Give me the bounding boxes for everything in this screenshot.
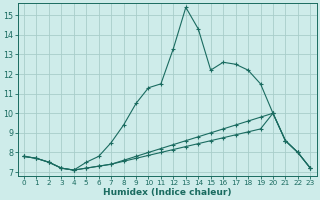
X-axis label: Humidex (Indice chaleur): Humidex (Indice chaleur) bbox=[103, 188, 231, 197]
